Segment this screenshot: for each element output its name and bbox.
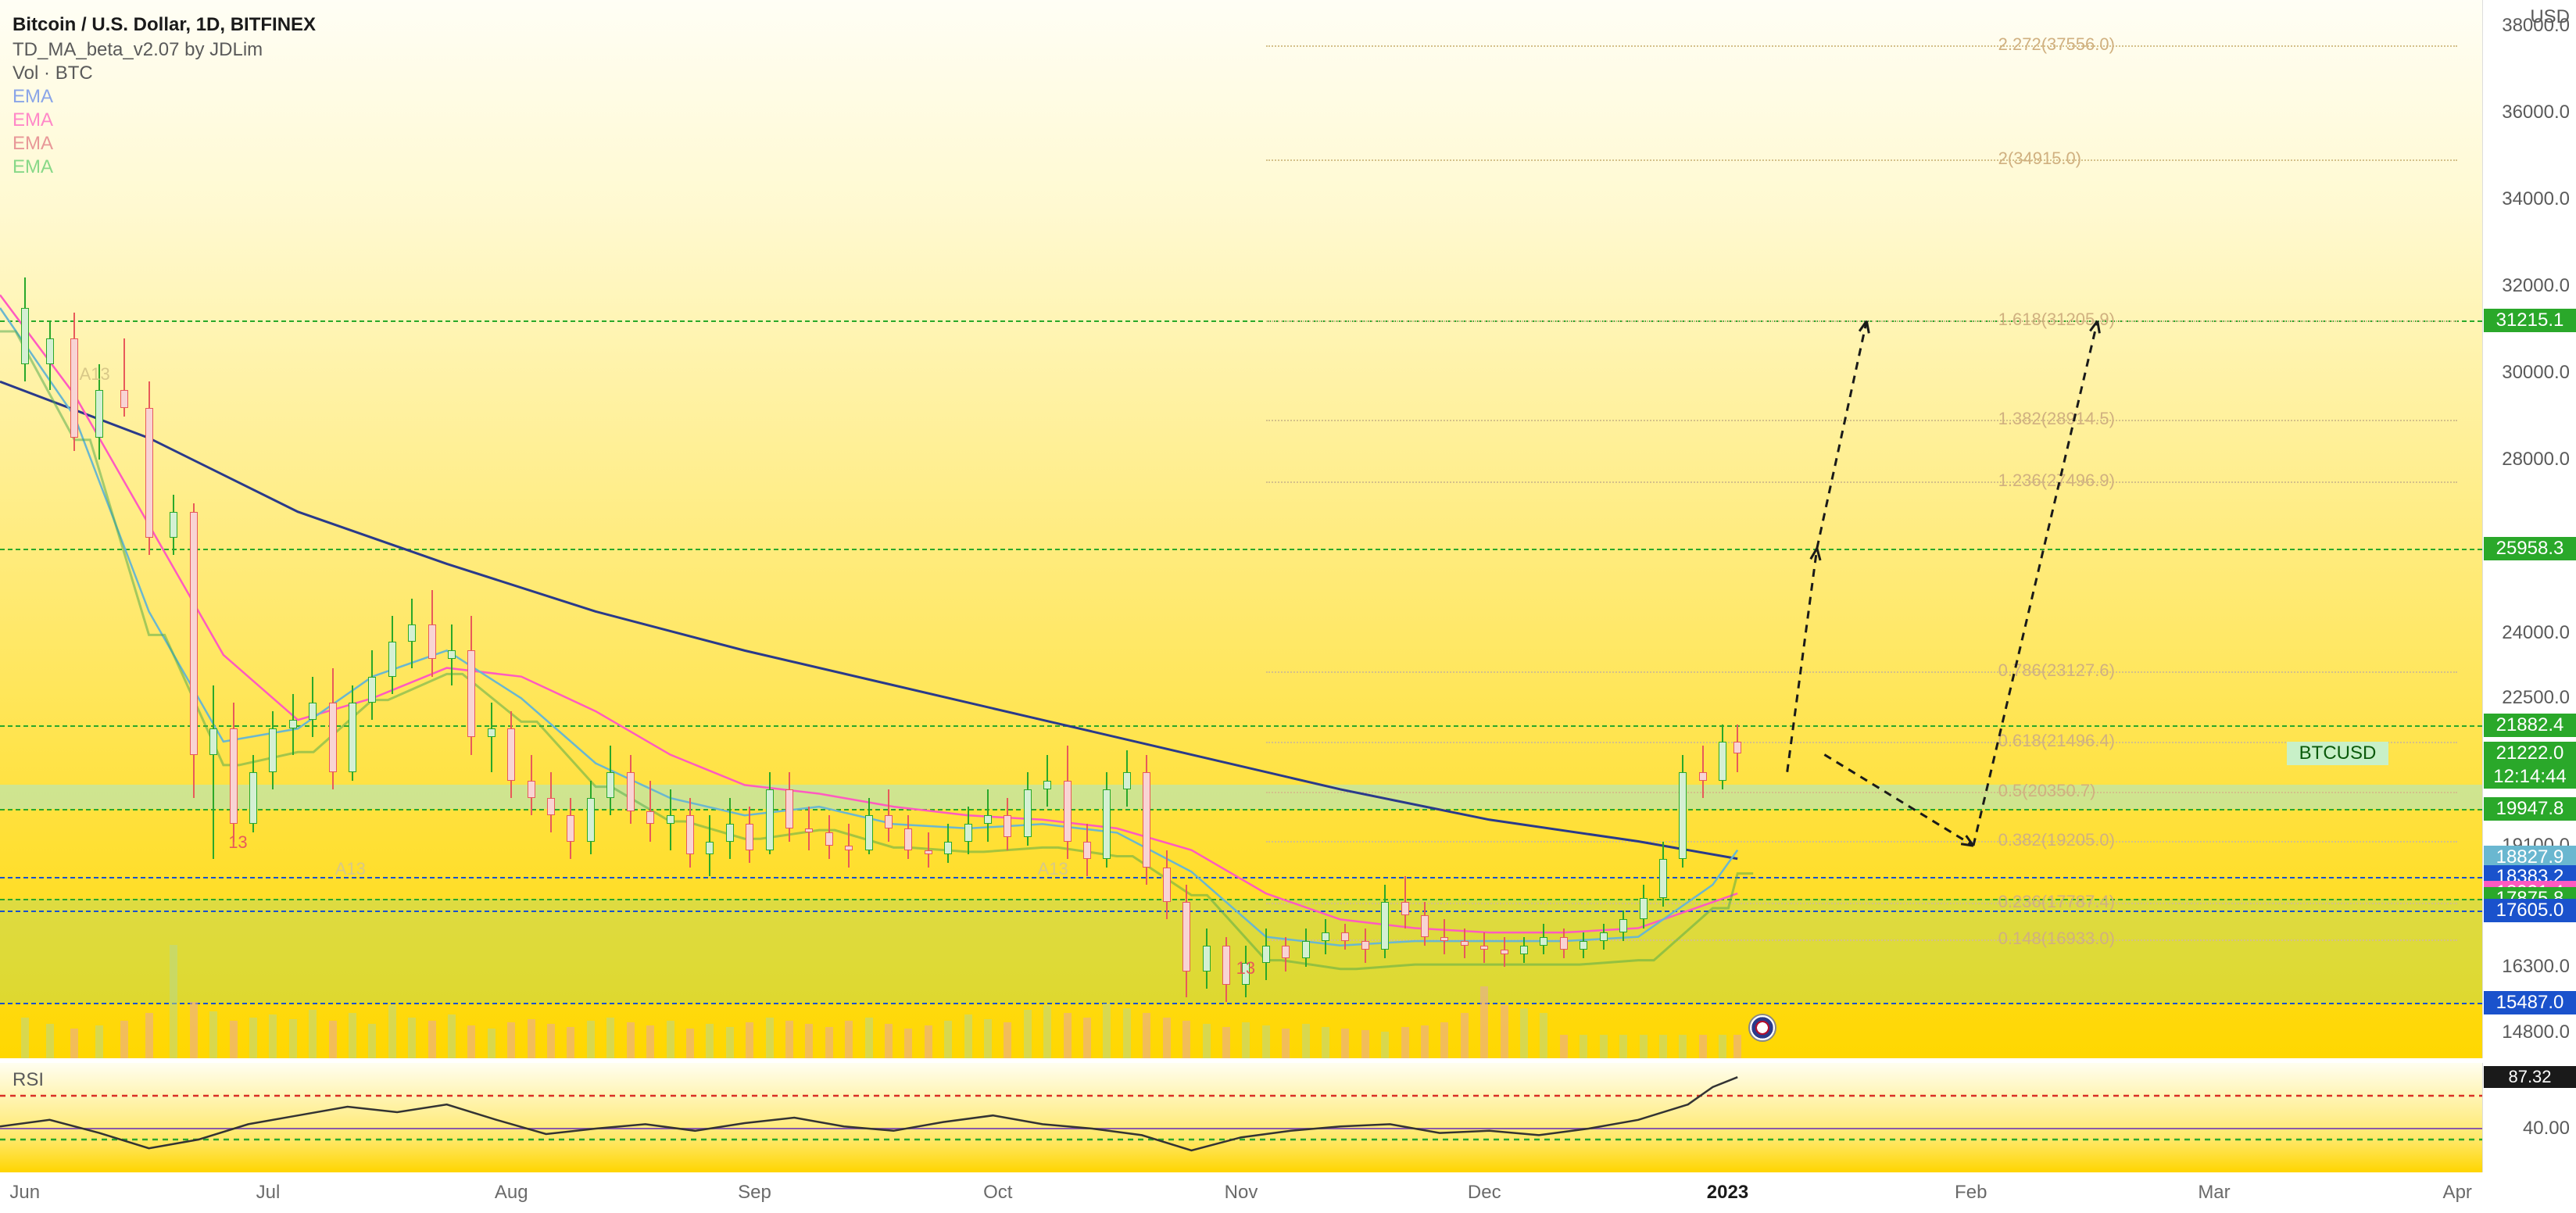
- volume-label: Vol · BTC: [13, 63, 93, 84]
- rsi-line: [0, 1063, 2482, 1172]
- rsi-axis: 87.32 40.00: [2482, 1063, 2576, 1172]
- chart-title: Bitcoin / U.S. Dollar, 1D, BITFINEX: [13, 14, 316, 36]
- indicator-name: TD_MA_beta_v2.07 by JDLim: [13, 39, 263, 61]
- time-axis: JunJulAugSepOctNovDec2023FebMarApr: [0, 1172, 2482, 1213]
- rsi-label: RSI: [13, 1069, 44, 1091]
- ema-label-1: EMA: [13, 86, 53, 108]
- ema-label-4: EMA: [13, 156, 53, 178]
- rsi-tick-40: 40.00: [2523, 1118, 2570, 1140]
- rsi-pane[interactable]: RSI: [0, 1063, 2482, 1172]
- price-axis: USD 38000.036000.034000.032000.030000.02…: [2482, 0, 2576, 1058]
- rsi-value-tag: 87.32: [2484, 1066, 2576, 1088]
- price-chart-pane[interactable]: Bitcoin / U.S. Dollar, 1D, BITFINEX TD_M…: [0, 0, 2482, 1058]
- ema-label-3: EMA: [13, 133, 53, 155]
- volume-bars: [0, 933, 2482, 1058]
- ema-label-2: EMA: [13, 109, 53, 131]
